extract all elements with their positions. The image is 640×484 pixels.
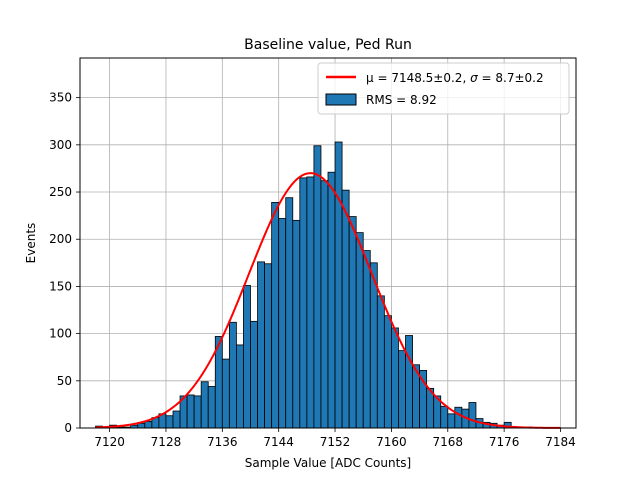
histogram-bar	[376, 295, 385, 429]
histogram-bar	[440, 405, 449, 429]
gaussian-fit-curve	[95, 172, 561, 429]
x-axis-label: Sample Value [ADC Counts]	[245, 456, 411, 470]
y-tick-label: 300	[49, 138, 72, 152]
histogram-bar	[186, 394, 195, 429]
histogram-bar	[193, 395, 202, 429]
x-tick-label: 7144	[263, 435, 294, 449]
y-tick-label: 250	[49, 185, 72, 199]
y-tick-label: 0	[64, 421, 72, 435]
histogram-bar	[341, 189, 350, 429]
legend-fit-label-sigma-value: = 8.7±0.2	[478, 71, 544, 85]
histogram-bar	[264, 263, 273, 429]
histogram-bar	[165, 415, 174, 429]
histogram-bar	[320, 180, 329, 429]
legend-fit-label: μ = 7148.5±0.2, σ = 8.7±0.2	[366, 71, 544, 85]
legend-fit-label-mu: μ = 7148.5±0.2,	[366, 71, 470, 85]
histogram-bar	[355, 232, 364, 429]
histogram-bar	[313, 145, 322, 429]
histogram-bar	[362, 250, 371, 429]
x-tick-label: 7176	[489, 435, 520, 449]
histogram-bar	[144, 420, 153, 429]
plot-frame	[79, 57, 577, 429]
histogram-bar	[243, 285, 251, 429]
legend-histogram-swatch	[325, 93, 357, 106]
histogram-bar	[292, 219, 301, 429]
legend-fit-label-sigma: σ	[470, 71, 478, 85]
histogram-bar	[391, 327, 399, 429]
histogram-bar	[172, 410, 181, 429]
histogram-bar	[447, 413, 456, 429]
histogram-bar	[348, 216, 357, 429]
y-tick-label: 50	[57, 374, 72, 388]
x-tick-label: 7152	[320, 435, 351, 449]
histogram-bar	[468, 402, 477, 429]
histogram-bar	[405, 335, 413, 429]
histogram-bar	[285, 197, 294, 429]
x-tick-label: 7168	[432, 435, 463, 449]
legend-histogram-label: RMS = 8.92	[366, 93, 437, 107]
y-tick-label: 350	[49, 91, 72, 105]
histogram-bar	[306, 176, 315, 429]
histogram-bar	[299, 177, 308, 429]
y-tick-label: 150	[49, 279, 72, 293]
histogram-bar	[257, 261, 265, 429]
chart-title: Baseline value, Ped Run	[244, 37, 412, 53]
x-tick-label: 7128	[151, 435, 182, 449]
histogram-bar	[454, 406, 463, 429]
histogram-bar	[236, 344, 244, 429]
histogram-bar	[383, 315, 392, 429]
histogram-bar	[327, 171, 336, 429]
y-axis-label: Events	[24, 223, 38, 264]
x-tick-label: 7184	[545, 435, 576, 449]
histogram-bar	[278, 218, 287, 429]
x-axis-ticks: 7120 7128 7136 7144 7152 7160 7168 7176 7184	[94, 428, 576, 449]
legend-frame	[317, 62, 570, 115]
histogram-bar	[228, 321, 237, 429]
histogram-bar	[200, 381, 209, 429]
y-tick-label: 100	[49, 327, 72, 341]
histogram-bar	[250, 320, 258, 429]
x-tick-label: 7120	[94, 435, 125, 449]
x-tick-label: 7160	[376, 435, 407, 449]
histogram-bar	[221, 358, 230, 429]
x-tick-label: 7136	[207, 435, 238, 449]
histogram-bar	[334, 141, 343, 429]
histogram-bar	[398, 350, 406, 429]
legend: μ = 7148.5±0.2, σ = 8.7±0.2 RMS = 8.92	[317, 62, 570, 115]
histogram-bar	[137, 422, 146, 429]
y-tick-label: 200	[49, 232, 72, 246]
y-axis-ticks: 0 50 100 150 200 250 300 350	[49, 91, 80, 435]
histogram-bar	[271, 202, 280, 429]
histogram-bar	[207, 386, 216, 429]
